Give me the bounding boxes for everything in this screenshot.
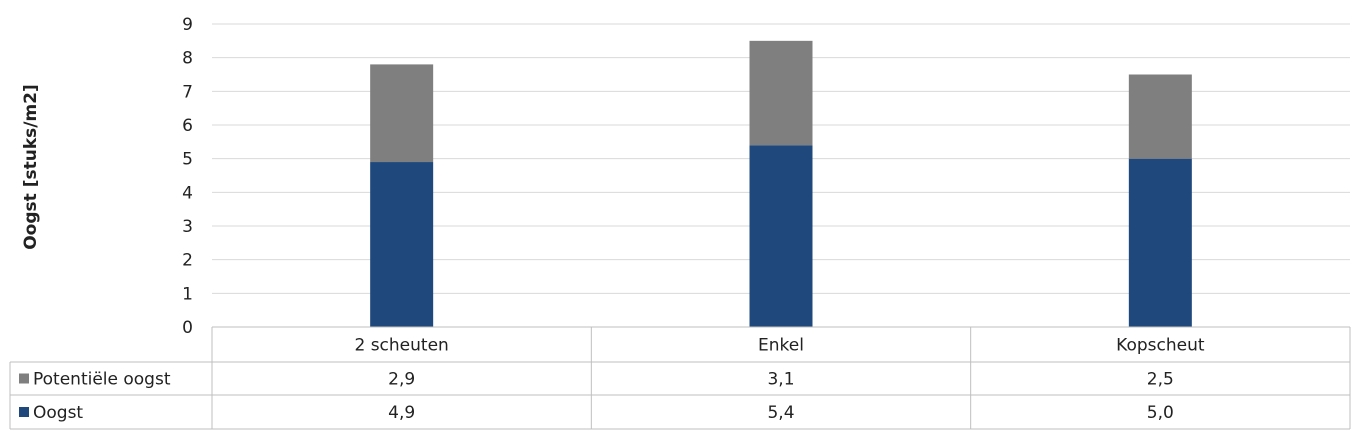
y-tick-label: 4: [182, 183, 193, 203]
y-tick-label: 0: [182, 318, 193, 338]
legend-swatch: [19, 373, 29, 384]
data-table: 2 scheuten Enkel Kopscheut Potentiële oogst…: [9, 326, 1351, 430]
bar-potentiele-oogst: [1128, 74, 1192, 159]
legend-label: Potentiële oogst: [33, 370, 171, 390]
bar-potentiele-oogst: [749, 40, 813, 146]
y-tick-label: 6: [182, 116, 193, 136]
bar-potentiele-oogst: [370, 64, 434, 163]
table-value: 5,4: [767, 403, 794, 423]
category-label: Kopscheut: [1116, 336, 1205, 356]
legend-label: Oogst: [33, 403, 83, 423]
legend-swatch: [19, 407, 29, 417]
y-tick-label: 7: [182, 82, 193, 102]
table-value: 3,1: [767, 370, 794, 390]
table-value: 5,0: [1147, 403, 1174, 423]
table-value: 2,5: [1147, 370, 1174, 390]
y-tick-label: 1: [182, 284, 193, 304]
category-label: 2 scheuten: [354, 336, 448, 356]
y-tick-label: 9: [182, 15, 193, 35]
y-tick-label: 5: [182, 150, 193, 170]
y-axis-label: Oogst [stuks/m2]: [21, 84, 41, 250]
y-axis-ticks: 0 1 2 3 4 5 6 7 8 9: [182, 15, 193, 338]
y-tick-label: 3: [182, 217, 193, 237]
table-value: 2,9: [388, 370, 415, 390]
y-tick-label: 2: [182, 251, 193, 271]
table-value: 4,9: [388, 403, 415, 423]
bars: [370, 40, 1192, 327]
category-label: Enkel: [758, 336, 804, 356]
bar-oogst: [370, 162, 434, 327]
bar-oogst: [749, 145, 813, 327]
y-tick-label: 8: [182, 49, 193, 69]
bar-oogst: [1128, 158, 1192, 327]
